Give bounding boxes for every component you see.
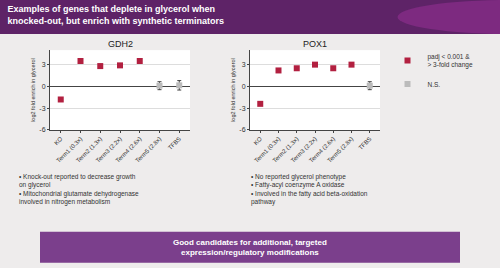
svg-text:-6: -6 [39, 126, 45, 133]
svg-text:POX1: POX1 [303, 39, 327, 49]
svg-text:log2 fold enrich in glycerol: log2 fold enrich in glycerol [230, 58, 236, 122]
svg-text:Term4 (2.6x): Term4 (2.6x) [115, 136, 143, 164]
svg-text:0: 0 [42, 83, 46, 90]
svg-text:Term5 (2.8x): Term5 (2.8x) [134, 136, 162, 164]
svg-text:KO: KO [53, 136, 64, 147]
svg-text:• No reported glycerol phenoty: • No reported glycerol phenotype• Fatty-… [251, 173, 368, 206]
svg-text:Term5 (2.8x): Term5 (2.8x) [326, 136, 354, 164]
svg-text:Good candidates for additional: Good candidates for additional, targeted… [173, 238, 327, 257]
svg-text:3: 3 [42, 61, 46, 68]
svg-text:log2 fold enrich in glycerol: log2 fold enrich in glycerol [30, 58, 36, 122]
svg-text:N.S.: N.S. [428, 80, 441, 87]
svg-text:3: 3 [242, 61, 246, 68]
svg-text:Term2 (1.3x): Term2 (1.3x) [272, 136, 300, 164]
svg-text:TFBS: TFBS [357, 136, 372, 151]
svg-text:-3: -3 [39, 105, 45, 112]
svg-text:padj < 0.001 &> 3-fold change: padj < 0.001 &> 3-fold change [428, 53, 473, 69]
svg-text:-3: -3 [239, 105, 245, 112]
svg-text:-6: -6 [239, 126, 245, 133]
svg-text:Term4 (2.6x): Term4 (2.6x) [308, 136, 336, 164]
svg-text:KO: KO [253, 136, 264, 147]
svg-text:Term1 (0.3x): Term1 (0.3x) [253, 136, 281, 164]
svg-text:Term2 (1.3x): Term2 (1.3x) [75, 136, 103, 164]
svg-text:Term3 (2.2x): Term3 (2.2x) [290, 136, 318, 164]
svg-text:GDH2: GDH2 [108, 39, 133, 49]
svg-text:• Knock-out reported to decrea: • Knock-out reported to decrease growtho… [19, 173, 139, 206]
svg-text:Examples of genes that deplete: Examples of genes that deplete in glycer… [8, 4, 225, 26]
svg-text:Term1 (0.3x): Term1 (0.3x) [55, 136, 83, 164]
svg-text:Term3 (2.2x): Term3 (2.2x) [95, 136, 123, 164]
svg-text:0: 0 [242, 83, 246, 90]
svg-text:TFBS: TFBS [167, 136, 182, 151]
